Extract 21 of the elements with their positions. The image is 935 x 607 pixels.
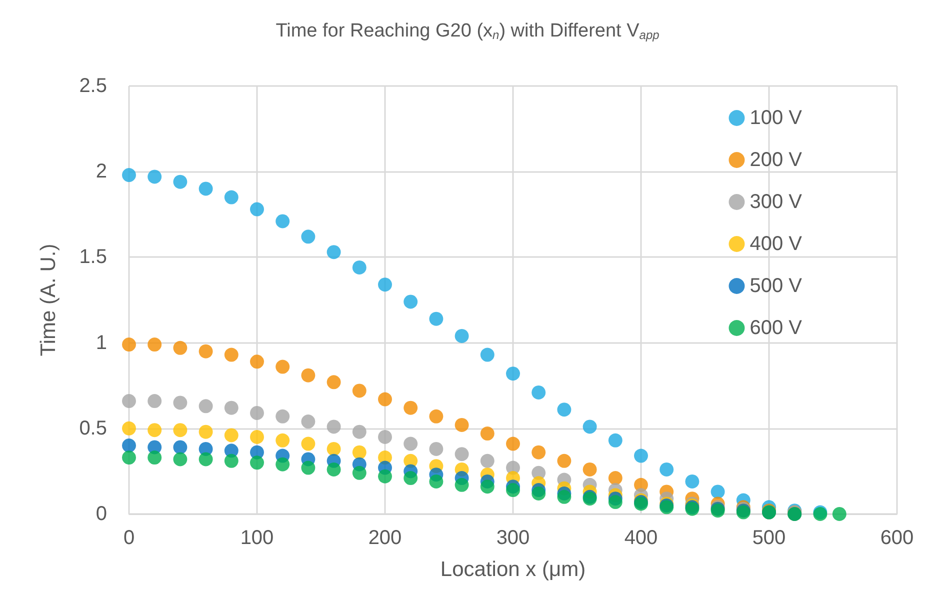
y-tick-label: 2.5 xyxy=(79,75,107,97)
y-tick-label: 0.5 xyxy=(79,417,107,440)
y-tick-label: 1 xyxy=(96,332,107,354)
y-axis-title: Time (A. U.) xyxy=(37,244,60,356)
x-tick-label: 500 xyxy=(752,527,786,549)
legend-label: 200 V xyxy=(750,149,803,171)
x-tick-label: 200 xyxy=(368,527,402,549)
legend-label: 300 V xyxy=(750,191,803,213)
y-tick-label: 1.5 xyxy=(79,246,107,268)
x-tick-label: 0 xyxy=(123,527,135,549)
x-tick-label: 600 xyxy=(880,527,914,549)
legend-label: 500 V xyxy=(750,275,803,297)
x-tick-label: 300 xyxy=(496,527,530,549)
legend-label: 100 V xyxy=(750,107,803,129)
legend-label: 600 V xyxy=(750,317,803,339)
y-tick-label: 0 xyxy=(96,503,107,525)
x-tick-label: 400 xyxy=(624,527,658,549)
y-tick-label: 2 xyxy=(96,160,107,183)
x-axis-title: Location x (μm) xyxy=(440,558,586,581)
legend-label: 400 V xyxy=(750,233,803,255)
x-tick-label: 100 xyxy=(240,527,274,549)
